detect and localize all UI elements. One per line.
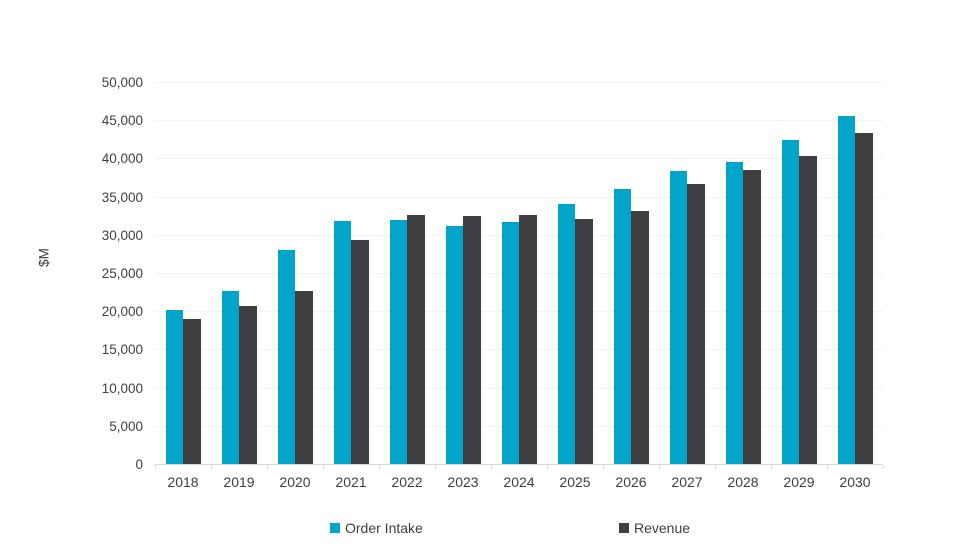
- legend-item-order-intake: Order Intake: [330, 520, 423, 536]
- bar-order-intake-2027: [670, 170, 687, 464]
- order-intake-swatch-icon: [330, 523, 340, 533]
- x-axis-tick: [547, 465, 548, 469]
- x-axis-tick: [379, 465, 380, 469]
- x-axis-tick: [155, 465, 156, 469]
- plot-area: [155, 82, 884, 469]
- x-axis-tick-label: 2024: [503, 474, 535, 490]
- x-axis-tick: [323, 465, 324, 469]
- bar-revenue-2023: [463, 215, 481, 464]
- gridline: [155, 196, 883, 198]
- bar-revenue-2019: [239, 305, 257, 464]
- x-axis-tick-label: 2028: [727, 474, 759, 490]
- y-axis-tick-label: 45,000: [101, 113, 143, 129]
- x-axis-tick-label: 2023: [447, 474, 479, 490]
- bar-order-intake-2022: [390, 219, 407, 464]
- y-axis-tick-label: 40,000: [101, 151, 143, 167]
- bar-order-intake-2024: [502, 221, 519, 464]
- bar-order-intake-2025: [558, 204, 575, 464]
- bar-revenue-2018: [183, 318, 201, 464]
- bar-order-intake-2021: [334, 221, 351, 464]
- x-axis-tick: [603, 465, 604, 469]
- x-axis-tick-label: 2021: [335, 474, 367, 490]
- bar-order-intake-2028: [726, 162, 743, 464]
- x-axis-tick-label: 2019: [223, 474, 255, 490]
- bar-revenue-2030: [855, 133, 873, 464]
- revenue-swatch-icon: [619, 523, 629, 533]
- x-axis-tick: [771, 465, 772, 469]
- x-axis-tick: [715, 465, 716, 469]
- bar-order-intake-2026: [614, 188, 631, 464]
- x-axis-tick-label: 2030: [839, 474, 871, 490]
- y-axis-tick-label: 50,000: [101, 75, 143, 90]
- bar-revenue-2029: [799, 156, 817, 464]
- bar-revenue-2028: [743, 169, 761, 464]
- y-axis-tick-label: 5,000: [109, 418, 143, 434]
- y-axis-tick-label: 0: [135, 457, 143, 472]
- legend-label-revenue: Revenue: [634, 520, 691, 536]
- bar-revenue-2026: [631, 211, 649, 464]
- x-axis-tick-label: 2022: [391, 474, 423, 490]
- y-axis-tick-label: 15,000: [101, 342, 143, 358]
- x-axis-tick: [659, 465, 660, 469]
- gridline: [155, 82, 883, 83]
- legend-item-revenue: Revenue: [619, 520, 690, 536]
- x-axis-tick: [435, 465, 436, 469]
- x-axis-tick: [267, 465, 268, 469]
- legend-label-order-intake: Order Intake: [345, 520, 423, 536]
- x-axis-tick-label: 2020: [279, 474, 311, 490]
- bar-revenue-2022: [407, 214, 425, 464]
- bar-revenue-2020: [295, 290, 313, 464]
- x-axis-tick-label: 2026: [615, 474, 647, 490]
- x-axis-tick-label: 2027: [671, 474, 703, 490]
- x-axis-tick-label: 2018: [167, 474, 199, 490]
- bar-order-intake-2030: [838, 115, 855, 464]
- bar-revenue-2027: [687, 184, 705, 464]
- x-axis-tick: [491, 465, 492, 469]
- x-axis-tick-label: 2029: [783, 474, 815, 490]
- y-axis-tick-label: 35,000: [101, 189, 143, 205]
- bar-revenue-2021: [351, 240, 369, 464]
- x-axis-tick: [883, 465, 884, 469]
- y-axis-tick-label: 30,000: [101, 227, 143, 243]
- bar-order-intake-2018: [166, 309, 183, 464]
- bar-order-intake-2020: [278, 250, 295, 464]
- bar-order-intake-2019: [222, 290, 239, 464]
- y-axis-tick-label: 10,000: [101, 380, 143, 396]
- y-axis-tick-label: 25,000: [101, 266, 143, 281]
- x-axis-line: [155, 464, 883, 465]
- y-axis-tick-label: 20,000: [101, 304, 143, 320]
- bar-order-intake-2023: [446, 225, 463, 464]
- bar-order-intake-2029: [782, 140, 799, 464]
- x-axis-tick-label: 2025: [559, 474, 591, 490]
- x-axis-tick: [827, 465, 828, 469]
- gridline: [155, 158, 883, 160]
- gridline: [155, 120, 883, 122]
- bar-revenue-2025: [575, 218, 593, 464]
- x-axis-tick: [211, 465, 212, 469]
- bar-revenue-2024: [519, 214, 537, 464]
